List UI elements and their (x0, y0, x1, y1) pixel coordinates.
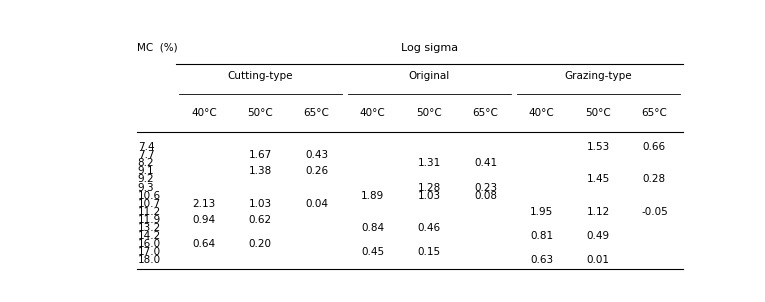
Text: 17.0: 17.0 (138, 247, 161, 257)
Text: 7.7: 7.7 (138, 150, 155, 160)
Text: 2.13: 2.13 (192, 199, 216, 209)
Text: 50°C: 50°C (247, 108, 273, 118)
Text: 16.0: 16.0 (138, 239, 161, 249)
Text: 1.38: 1.38 (249, 166, 272, 176)
Text: 0.04: 0.04 (305, 199, 328, 209)
Text: 0.81: 0.81 (530, 231, 553, 241)
Text: 0.64: 0.64 (192, 239, 216, 249)
Text: 0.20: 0.20 (249, 239, 272, 249)
Text: 50°C: 50°C (585, 108, 611, 118)
Text: -0.05: -0.05 (641, 207, 668, 217)
Text: 0.08: 0.08 (474, 191, 497, 201)
Text: 0.28: 0.28 (643, 175, 666, 185)
Text: 1.12: 1.12 (587, 207, 610, 217)
Text: Grazing-type: Grazing-type (565, 71, 632, 81)
Text: 40°C: 40°C (191, 108, 216, 118)
Text: 9.2: 9.2 (138, 175, 155, 185)
Text: 0.66: 0.66 (643, 142, 666, 152)
Text: 0.01: 0.01 (587, 255, 610, 265)
Text: 1.95: 1.95 (530, 207, 553, 217)
Text: 0.15: 0.15 (418, 247, 441, 257)
Text: Log sigma: Log sigma (401, 43, 457, 53)
Text: 0.84: 0.84 (361, 223, 384, 233)
Text: 1.31: 1.31 (418, 158, 441, 168)
Text: 1.45: 1.45 (587, 175, 610, 185)
Text: 1.28: 1.28 (418, 182, 441, 193)
Text: 0.41: 0.41 (474, 158, 497, 168)
Text: MC  (%): MC (%) (137, 43, 177, 53)
Text: Cutting-type: Cutting-type (227, 71, 293, 81)
Text: 40°C: 40°C (360, 108, 386, 118)
Text: 14.2: 14.2 (138, 231, 161, 241)
Text: 1.03: 1.03 (418, 191, 441, 201)
Text: 65°C: 65°C (473, 108, 498, 118)
Text: 1.53: 1.53 (587, 142, 610, 152)
Text: 18.0: 18.0 (138, 255, 161, 265)
Text: 10.7: 10.7 (138, 199, 161, 209)
Text: 0.43: 0.43 (305, 150, 328, 160)
Text: 65°C: 65°C (304, 108, 330, 118)
Text: 0.23: 0.23 (474, 182, 497, 193)
Text: 50°C: 50°C (416, 108, 442, 118)
Text: 9.1: 9.1 (138, 166, 155, 176)
Text: 40°C: 40°C (529, 108, 555, 118)
Text: 0.94: 0.94 (192, 215, 216, 225)
Text: 0.45: 0.45 (361, 247, 384, 257)
Text: 1.67: 1.67 (249, 150, 272, 160)
Text: 1.03: 1.03 (249, 199, 272, 209)
Text: 8.2: 8.2 (138, 158, 155, 168)
Text: 11.2: 11.2 (138, 207, 161, 217)
Text: 0.62: 0.62 (249, 215, 272, 225)
Text: 0.63: 0.63 (530, 255, 553, 265)
Text: 0.46: 0.46 (418, 223, 441, 233)
Text: 13.2: 13.2 (138, 223, 161, 233)
Text: 65°C: 65°C (642, 108, 667, 118)
Text: 0.26: 0.26 (305, 166, 328, 176)
Text: 1.89: 1.89 (361, 191, 385, 201)
Text: 10.6: 10.6 (138, 191, 161, 201)
Text: 9.3: 9.3 (138, 182, 155, 193)
Text: 0.49: 0.49 (587, 231, 610, 241)
Text: 7.4: 7.4 (138, 142, 155, 152)
Text: Original: Original (409, 71, 450, 81)
Text: 11.9: 11.9 (138, 215, 161, 225)
